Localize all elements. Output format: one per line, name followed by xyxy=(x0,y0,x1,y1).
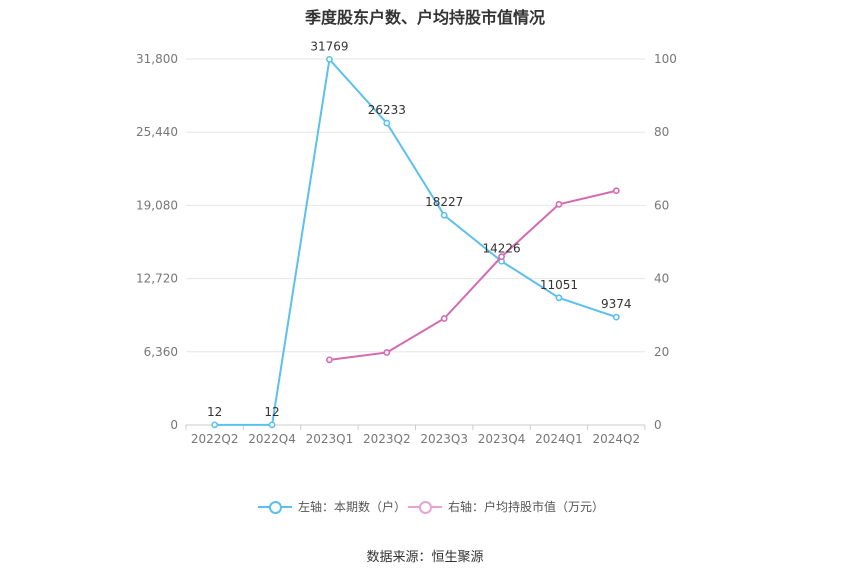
x-tick-label: 2022Q4 xyxy=(248,432,296,446)
data-point-right xyxy=(612,187,620,195)
data-label: 18227 xyxy=(425,195,463,209)
left-y-tick-label: 12,720 xyxy=(136,272,178,286)
line-chart: 0 6,360 12,720 19,080 25,440 31,800 0 20 40 60 80… xyxy=(136,39,677,446)
x-tick-label: 2024Q1 xyxy=(535,432,583,446)
left-y-tick-label: 25,440 xyxy=(136,125,178,139)
data-point-right xyxy=(440,315,448,322)
x-tick-label: 2023Q1 xyxy=(306,432,354,446)
series-line-right xyxy=(329,189,617,361)
data-point-right xyxy=(326,356,333,364)
data-point-left xyxy=(383,119,391,127)
data-label: 9374 xyxy=(601,297,632,311)
data-label: 26233 xyxy=(368,103,406,117)
legend-item-right[interactable]: 右轴：户均持股市值（万元） xyxy=(408,498,604,515)
data-point-left xyxy=(268,421,276,429)
data-labels: 12 12 31769 26233 18227 14226 11051 9374 xyxy=(207,39,632,419)
x-tick-label: 2023Q4 xyxy=(478,432,526,446)
data-point-right xyxy=(498,253,505,261)
data-point-left xyxy=(612,313,620,321)
right-y-tick-label: 100 xyxy=(654,52,677,66)
x-tick-label: 2024Q2 xyxy=(593,432,641,446)
right-y-tick-label: 0 xyxy=(654,418,662,432)
data-label: 31769 xyxy=(310,39,348,53)
x-tick-label: 2023Q3 xyxy=(420,432,468,446)
left-y-axis: 0 6,360 12,720 19,080 25,440 31,800 xyxy=(136,52,178,432)
legend-label-right: 右轴：户均持股市值（万元） xyxy=(448,500,605,514)
data-point-right xyxy=(383,349,391,356)
left-y-tick-label: 0 xyxy=(170,418,178,432)
x-axis: 2022Q2 2022Q4 2023Q1 2023Q2 2023Q3 2023Q4 2024… xyxy=(185,425,646,446)
left-y-tick-label: 6,360 xyxy=(144,345,178,359)
legend-label-left: 左轴：本期数（户） xyxy=(298,500,407,514)
right-y-axis: 0 20 40 60 80 100 xyxy=(654,52,677,432)
x-tick-label: 2022Q2 xyxy=(191,432,239,446)
source-note: 数据来源：恒生聚源 xyxy=(366,550,484,565)
data-label: 12 xyxy=(207,405,222,419)
right-y-tick-label: 60 xyxy=(654,198,669,212)
left-y-tick-label: 31,800 xyxy=(136,52,178,66)
legend-swatch-right xyxy=(408,500,442,514)
series-layer xyxy=(211,55,620,429)
left-y-tick-label: 19,080 xyxy=(136,198,178,212)
data-point-left xyxy=(326,55,333,63)
data-label: 11051 xyxy=(540,278,578,292)
chart-title: 季度股东户数、户均持股市值情况 xyxy=(304,8,545,27)
data-point-right xyxy=(555,200,563,208)
data-label: 12 xyxy=(264,405,279,419)
data-label: 14226 xyxy=(482,241,520,255)
right-y-tick-label: 20 xyxy=(654,345,669,359)
right-y-tick-label: 40 xyxy=(654,272,669,286)
right-y-tick-label: 80 xyxy=(654,125,669,139)
legend-item-left[interactable]: 左轴：本期数（户） xyxy=(258,498,406,515)
x-tick-label: 2023Q2 xyxy=(363,432,411,446)
data-point-left xyxy=(440,211,448,219)
series-line-left xyxy=(214,57,617,426)
grid-lines xyxy=(186,58,645,426)
data-point-left xyxy=(211,421,219,429)
legend-swatch-left xyxy=(258,500,292,514)
data-point-left xyxy=(555,294,563,302)
